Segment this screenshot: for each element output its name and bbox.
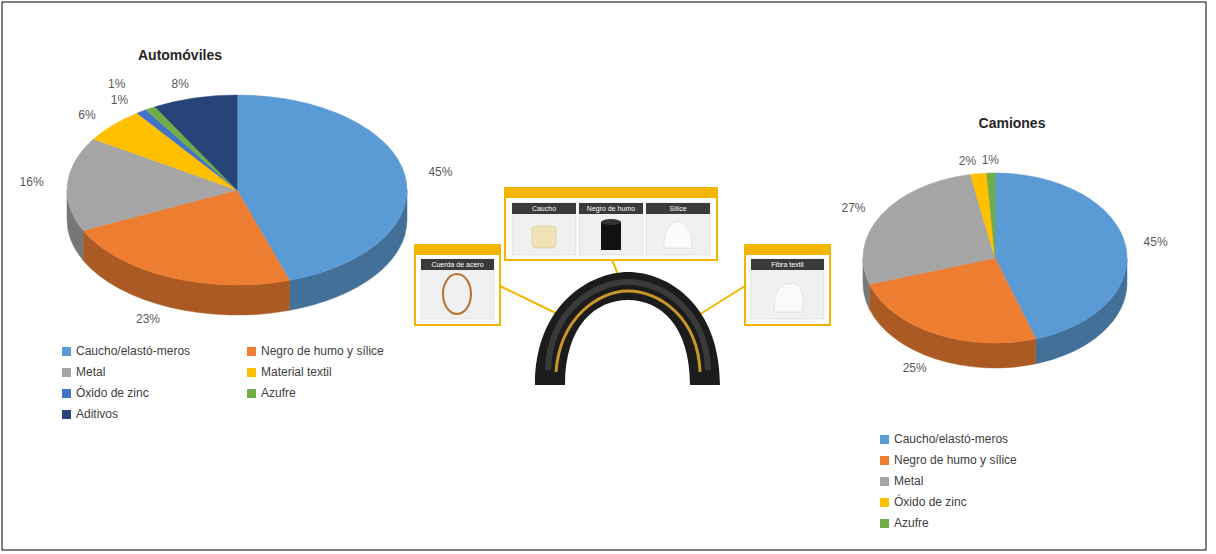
icon (774, 283, 803, 312)
chart-title: Automóviles (138, 47, 222, 63)
component-box-header (505, 188, 717, 198)
component-box (745, 245, 830, 325)
component-label: Caucho (532, 205, 556, 212)
component-panel-header (646, 203, 710, 214)
component-panel-header (579, 203, 643, 214)
legend-marker (62, 347, 71, 356)
data-label: 1% (982, 153, 1000, 167)
slice (987, 173, 995, 258)
legend-marker (880, 435, 889, 444)
data-label: 1% (108, 77, 126, 91)
icon (601, 219, 621, 225)
data-label: 1% (111, 93, 129, 107)
legend-marker (62, 410, 71, 419)
component-box-header (745, 245, 830, 255)
component-panel-header (421, 259, 494, 270)
connector (694, 286, 745, 318)
legend-marker (880, 456, 889, 465)
data-labels: 45% 23% 16% 6% 1% 1% 8% (20, 77, 453, 326)
legend-marker (880, 498, 889, 507)
tire (535, 272, 720, 385)
component-panel (751, 259, 824, 319)
slice (970, 173, 995, 258)
legend-entry: Negro de humo y sílice (261, 344, 384, 358)
data-label: 45% (428, 165, 452, 179)
legend-entry: Caucho/elastó-meros (894, 432, 1008, 446)
legend-entry: Azufre (894, 516, 929, 530)
component-label: Negro de humo (587, 205, 635, 213)
component-panel (646, 203, 710, 255)
legend-marker (62, 389, 71, 398)
component-panel (512, 203, 576, 255)
legend-entry: Óxido de zinc (894, 494, 967, 509)
pie-tops (67, 95, 407, 285)
legend-entry: Metal (76, 365, 105, 379)
legend-marker (247, 368, 256, 377)
data-labels: 45% 25% 27% 2% 1% (841, 153, 1167, 375)
frame (2, 2, 1206, 550)
legend-entry: Aditivos (76, 407, 118, 421)
legend-marker (880, 477, 889, 486)
icon (532, 226, 556, 248)
component-label: Fibra textil (771, 261, 804, 268)
icon (601, 222, 621, 250)
legend-marker (247, 347, 256, 356)
legend-entry: Óxido de zinc (76, 385, 149, 400)
stage: Automóviles 45% 23% 16% 6% 1% 1% 8% Caucho/elast… (0, 0, 1216, 554)
tire-illustration: Caucho Negro de humo Sílice Cuerda de acero… (415, 188, 830, 385)
chart-title: Camiones (979, 115, 1046, 131)
pie-chart: Automóviles 45% 23% 16% 6% 1% 1% 8% Caucho/elast… (20, 47, 453, 421)
component-panel (579, 203, 643, 255)
component-label: Cuerda de acero (431, 261, 483, 268)
component-box (415, 245, 500, 325)
legend-entry: Azufre (261, 386, 296, 400)
component-box-header (415, 245, 500, 255)
legend: Caucho/elastó-meros Negro de humo y sílic… (62, 344, 384, 421)
component-panel-header (512, 203, 576, 214)
data-label: 8% (171, 77, 189, 91)
pie-chart: Camiones 45% 25% 27% 2% 1% Caucho/elastó-meros… (841, 115, 1167, 530)
icon (664, 222, 692, 248)
component-label: Sílice (669, 205, 686, 212)
slice (155, 95, 237, 190)
legend-entry: Metal (894, 474, 923, 488)
data-label: 2% (959, 154, 977, 168)
legend: Caucho/elastó-meros Negro de humo y sílic… (880, 432, 1017, 530)
component-panel-header (751, 259, 824, 270)
icon (443, 274, 471, 314)
data-label: 6% (78, 108, 96, 122)
data-label: 45% (1144, 235, 1168, 249)
data-label: 25% (903, 361, 927, 375)
legend-entry: Negro de humo y sílice (894, 453, 1017, 467)
data-label: 27% (841, 201, 865, 215)
data-label: 23% (136, 312, 160, 326)
component-panel (421, 259, 494, 319)
data-label: 16% (20, 175, 44, 189)
legend-entry: Material textil (261, 365, 332, 379)
legend-marker (247, 389, 256, 398)
component-box (505, 188, 717, 260)
legend-entry: Caucho/elastó-meros (76, 344, 190, 358)
tire-layer (556, 291, 700, 372)
legend-marker (880, 519, 889, 528)
pie-tops (863, 173, 1127, 343)
legend-marker (62, 368, 71, 377)
